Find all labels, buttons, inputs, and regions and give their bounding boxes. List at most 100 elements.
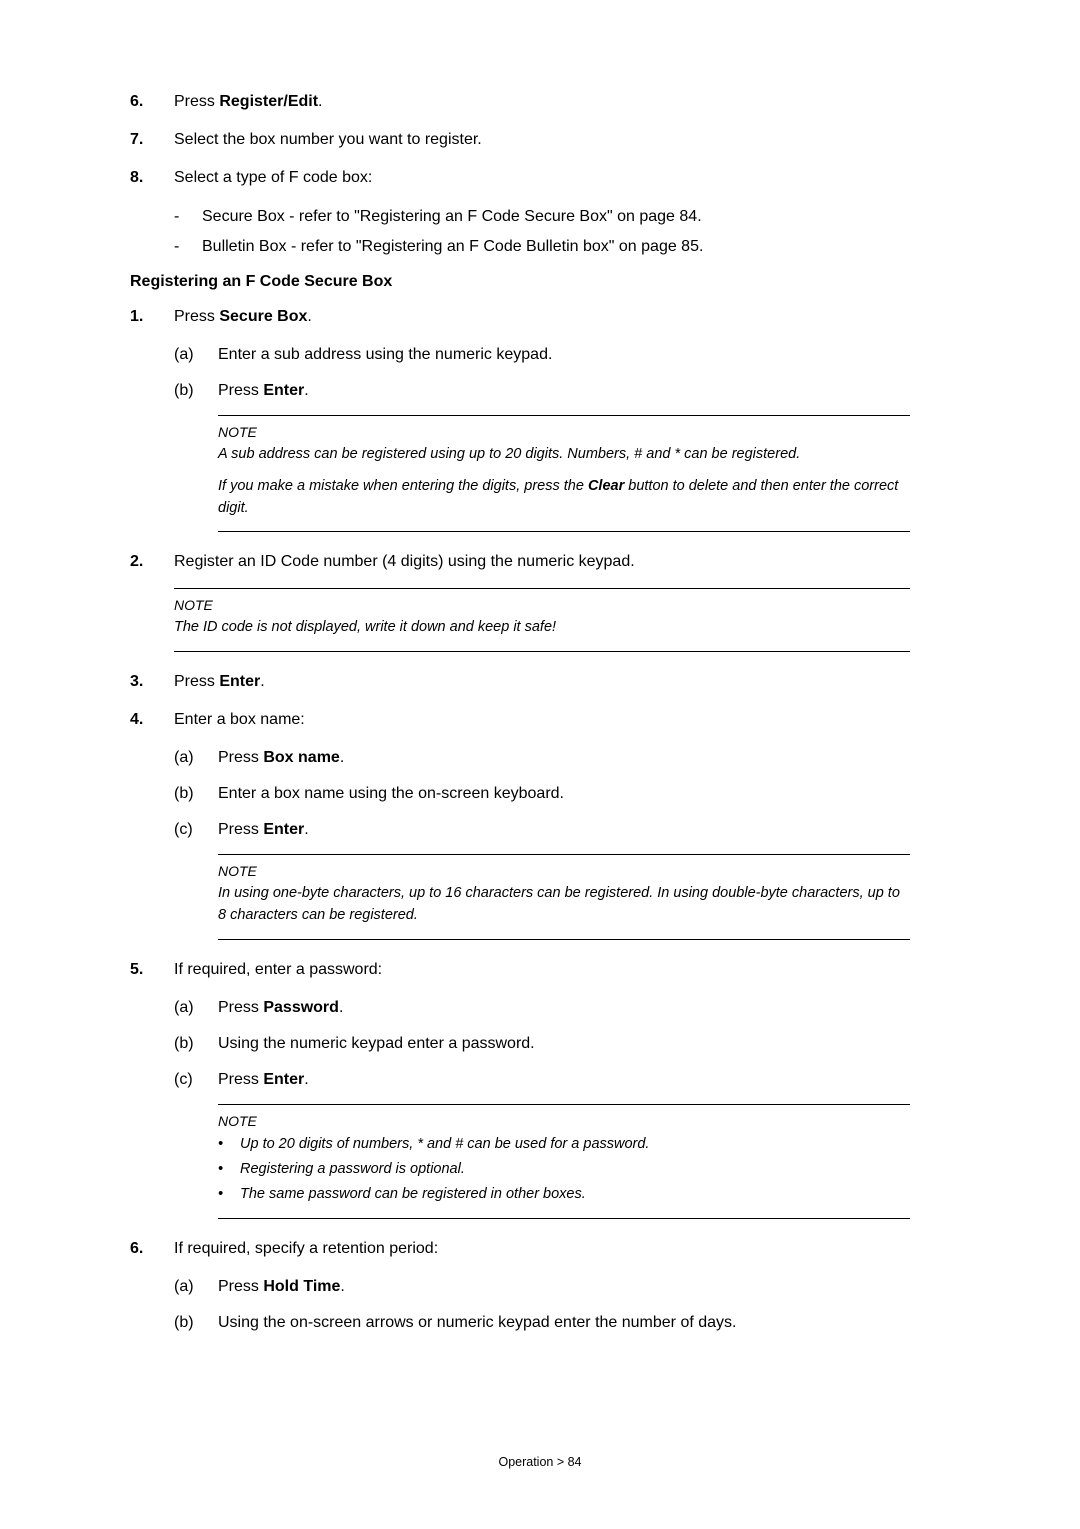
step-text: Press Secure Box.: [174, 305, 312, 329]
step-text: Enter a box name:: [174, 708, 305, 732]
sub-label: (c): [174, 1068, 218, 1092]
step-number: 4.: [130, 708, 174, 732]
dash-item: - Bulletin Box - refer to "Registering a…: [174, 234, 950, 260]
sub-text: Enter a sub address using the numeric ke…: [218, 343, 552, 367]
note-text: The ID code is not displayed, write it d…: [174, 617, 910, 639]
note-label: NOTE: [218, 1113, 910, 1129]
sub-step-6b: (b) Using the on-screen arrows or numeri…: [174, 1311, 950, 1335]
sub-label: (b): [174, 782, 218, 806]
step-text: Press Register/Edit.: [174, 90, 322, 114]
text-bold: Hold Time: [263, 1278, 340, 1295]
secure-step-2: 2. Register an ID Code number (4 digits)…: [130, 550, 950, 574]
bullet-text: Registering a password is optional.: [240, 1158, 465, 1181]
section-heading: Registering an F Code Secure Box: [130, 273, 950, 291]
text-bold: Box name: [263, 749, 339, 766]
step-number: 6.: [130, 1237, 174, 1261]
step-text: Select a type of F code box:: [174, 166, 372, 190]
sub-text: Press Enter.: [218, 818, 309, 842]
note-block-3: NOTE In using one-byte characters, up to…: [218, 854, 910, 940]
note-text: If you make a mistake when entering the …: [218, 476, 910, 520]
text-post: .: [339, 999, 343, 1016]
sub-step-5b: (b) Using the numeric keypad enter a pas…: [174, 1032, 950, 1056]
dash-marker: -: [174, 204, 202, 230]
sub-step-1a: (a) Enter a sub address using the numeri…: [174, 343, 950, 367]
text-post: .: [304, 382, 308, 399]
step-8: 8. Select a type of F code box:: [130, 166, 950, 190]
note-bullet: •Registering a password is optional.: [218, 1158, 910, 1181]
text-post: .: [340, 1278, 344, 1295]
secure-step-4: 4. Enter a box name:: [130, 708, 950, 732]
step-number: 2.: [130, 550, 174, 574]
sub-label: (a): [174, 746, 218, 770]
text-bold: Enter: [263, 1071, 304, 1088]
note-block-2: NOTE The ID code is not displayed, write…: [174, 588, 910, 652]
text-pre: If you make a mistake when entering the …: [218, 478, 588, 494]
text-pre: Press: [218, 382, 263, 399]
secure-step-3: 3. Press Enter.: [130, 670, 950, 694]
text-bold: Secure Box: [219, 308, 307, 325]
sub-label: (a): [174, 343, 218, 367]
note-label: NOTE: [174, 597, 910, 613]
sub-step-4a: (a) Press Box name.: [174, 746, 950, 770]
text-pre: Press: [174, 308, 219, 325]
text-post: .: [307, 308, 311, 325]
step-6: 6. Press Register/Edit.: [130, 90, 950, 114]
text-post: .: [260, 673, 264, 690]
step-text: If required, enter a password:: [174, 958, 382, 982]
bullet-marker: •: [218, 1183, 240, 1206]
text-pre: Press: [174, 673, 219, 690]
text-bold: Password: [263, 999, 339, 1016]
sub-label: (a): [174, 996, 218, 1020]
step-number: 3.: [130, 670, 174, 694]
secure-step-6: 6. If required, specify a retention peri…: [130, 1237, 950, 1261]
note-block-4: NOTE •Up to 20 digits of numbers, * and …: [218, 1104, 910, 1220]
dash-text: Secure Box - refer to "Registering an F …: [202, 204, 702, 230]
bullet-marker: •: [218, 1158, 240, 1181]
text-pre: Press: [218, 821, 263, 838]
step-text: If required, specify a retention period:: [174, 1237, 438, 1261]
step-number: 7.: [130, 128, 174, 152]
bullet-text: Up to 20 digits of numbers, * and # can …: [240, 1133, 649, 1156]
sub-text: Press Enter.: [218, 379, 309, 403]
step-number: 6.: [130, 90, 174, 114]
secure-step-5: 5. If required, enter a password:: [130, 958, 950, 982]
step-text: Select the box number you want to regist…: [174, 128, 482, 152]
sub-text: Press Enter.: [218, 1068, 309, 1092]
text-pre: Press: [218, 1278, 263, 1295]
sub-label: (c): [174, 818, 218, 842]
step-number: 1.: [130, 305, 174, 329]
text-post: .: [318, 93, 322, 110]
text-bold: Register/Edit: [219, 93, 318, 110]
text-bold: Enter: [263, 821, 304, 838]
sub-text: Enter a box name using the on-screen key…: [218, 782, 564, 806]
note-bullet: •The same password can be registered in …: [218, 1183, 910, 1206]
page-content: 6. Press Register/Edit. 7. Select the bo…: [0, 0, 1080, 1529]
sub-step-4b: (b) Enter a box name using the on-screen…: [174, 782, 950, 806]
sub-step-4c: (c) Press Enter.: [174, 818, 950, 842]
dash-item: - Secure Box - refer to "Registering an …: [174, 204, 950, 230]
step-number: 8.: [130, 166, 174, 190]
text-pre: Press: [218, 749, 263, 766]
text-pre: Press: [218, 1071, 263, 1088]
sub-step-5a: (a) Press Password.: [174, 996, 950, 1020]
text-post: .: [304, 821, 308, 838]
text-post: .: [340, 749, 344, 766]
note-text: In using one-byte characters, up to 16 c…: [218, 883, 910, 927]
step-7: 7. Select the box number you want to reg…: [130, 128, 950, 152]
step-number: 5.: [130, 958, 174, 982]
note-label: NOTE: [218, 424, 910, 440]
text-bold: Enter: [263, 382, 304, 399]
sub-step-6a: (a) Press Hold Time.: [174, 1275, 950, 1299]
text-post: .: [304, 1071, 308, 1088]
note-text: A sub address can be registered using up…: [218, 444, 910, 466]
sub-text: Using the on-screen arrows or numeric ke…: [218, 1311, 736, 1335]
sub-label: (b): [174, 1311, 218, 1335]
sub-text: Press Box name.: [218, 746, 344, 770]
sub-text: Using the numeric keypad enter a passwor…: [218, 1032, 535, 1056]
step-text: Register an ID Code number (4 digits) us…: [174, 550, 635, 574]
step-8-options: - Secure Box - refer to "Registering an …: [174, 204, 950, 259]
sub-text: Press Hold Time.: [218, 1275, 345, 1299]
sub-step-1b: (b) Press Enter.: [174, 379, 950, 403]
sub-label: (a): [174, 1275, 218, 1299]
sub-step-5c: (c) Press Enter.: [174, 1068, 950, 1092]
